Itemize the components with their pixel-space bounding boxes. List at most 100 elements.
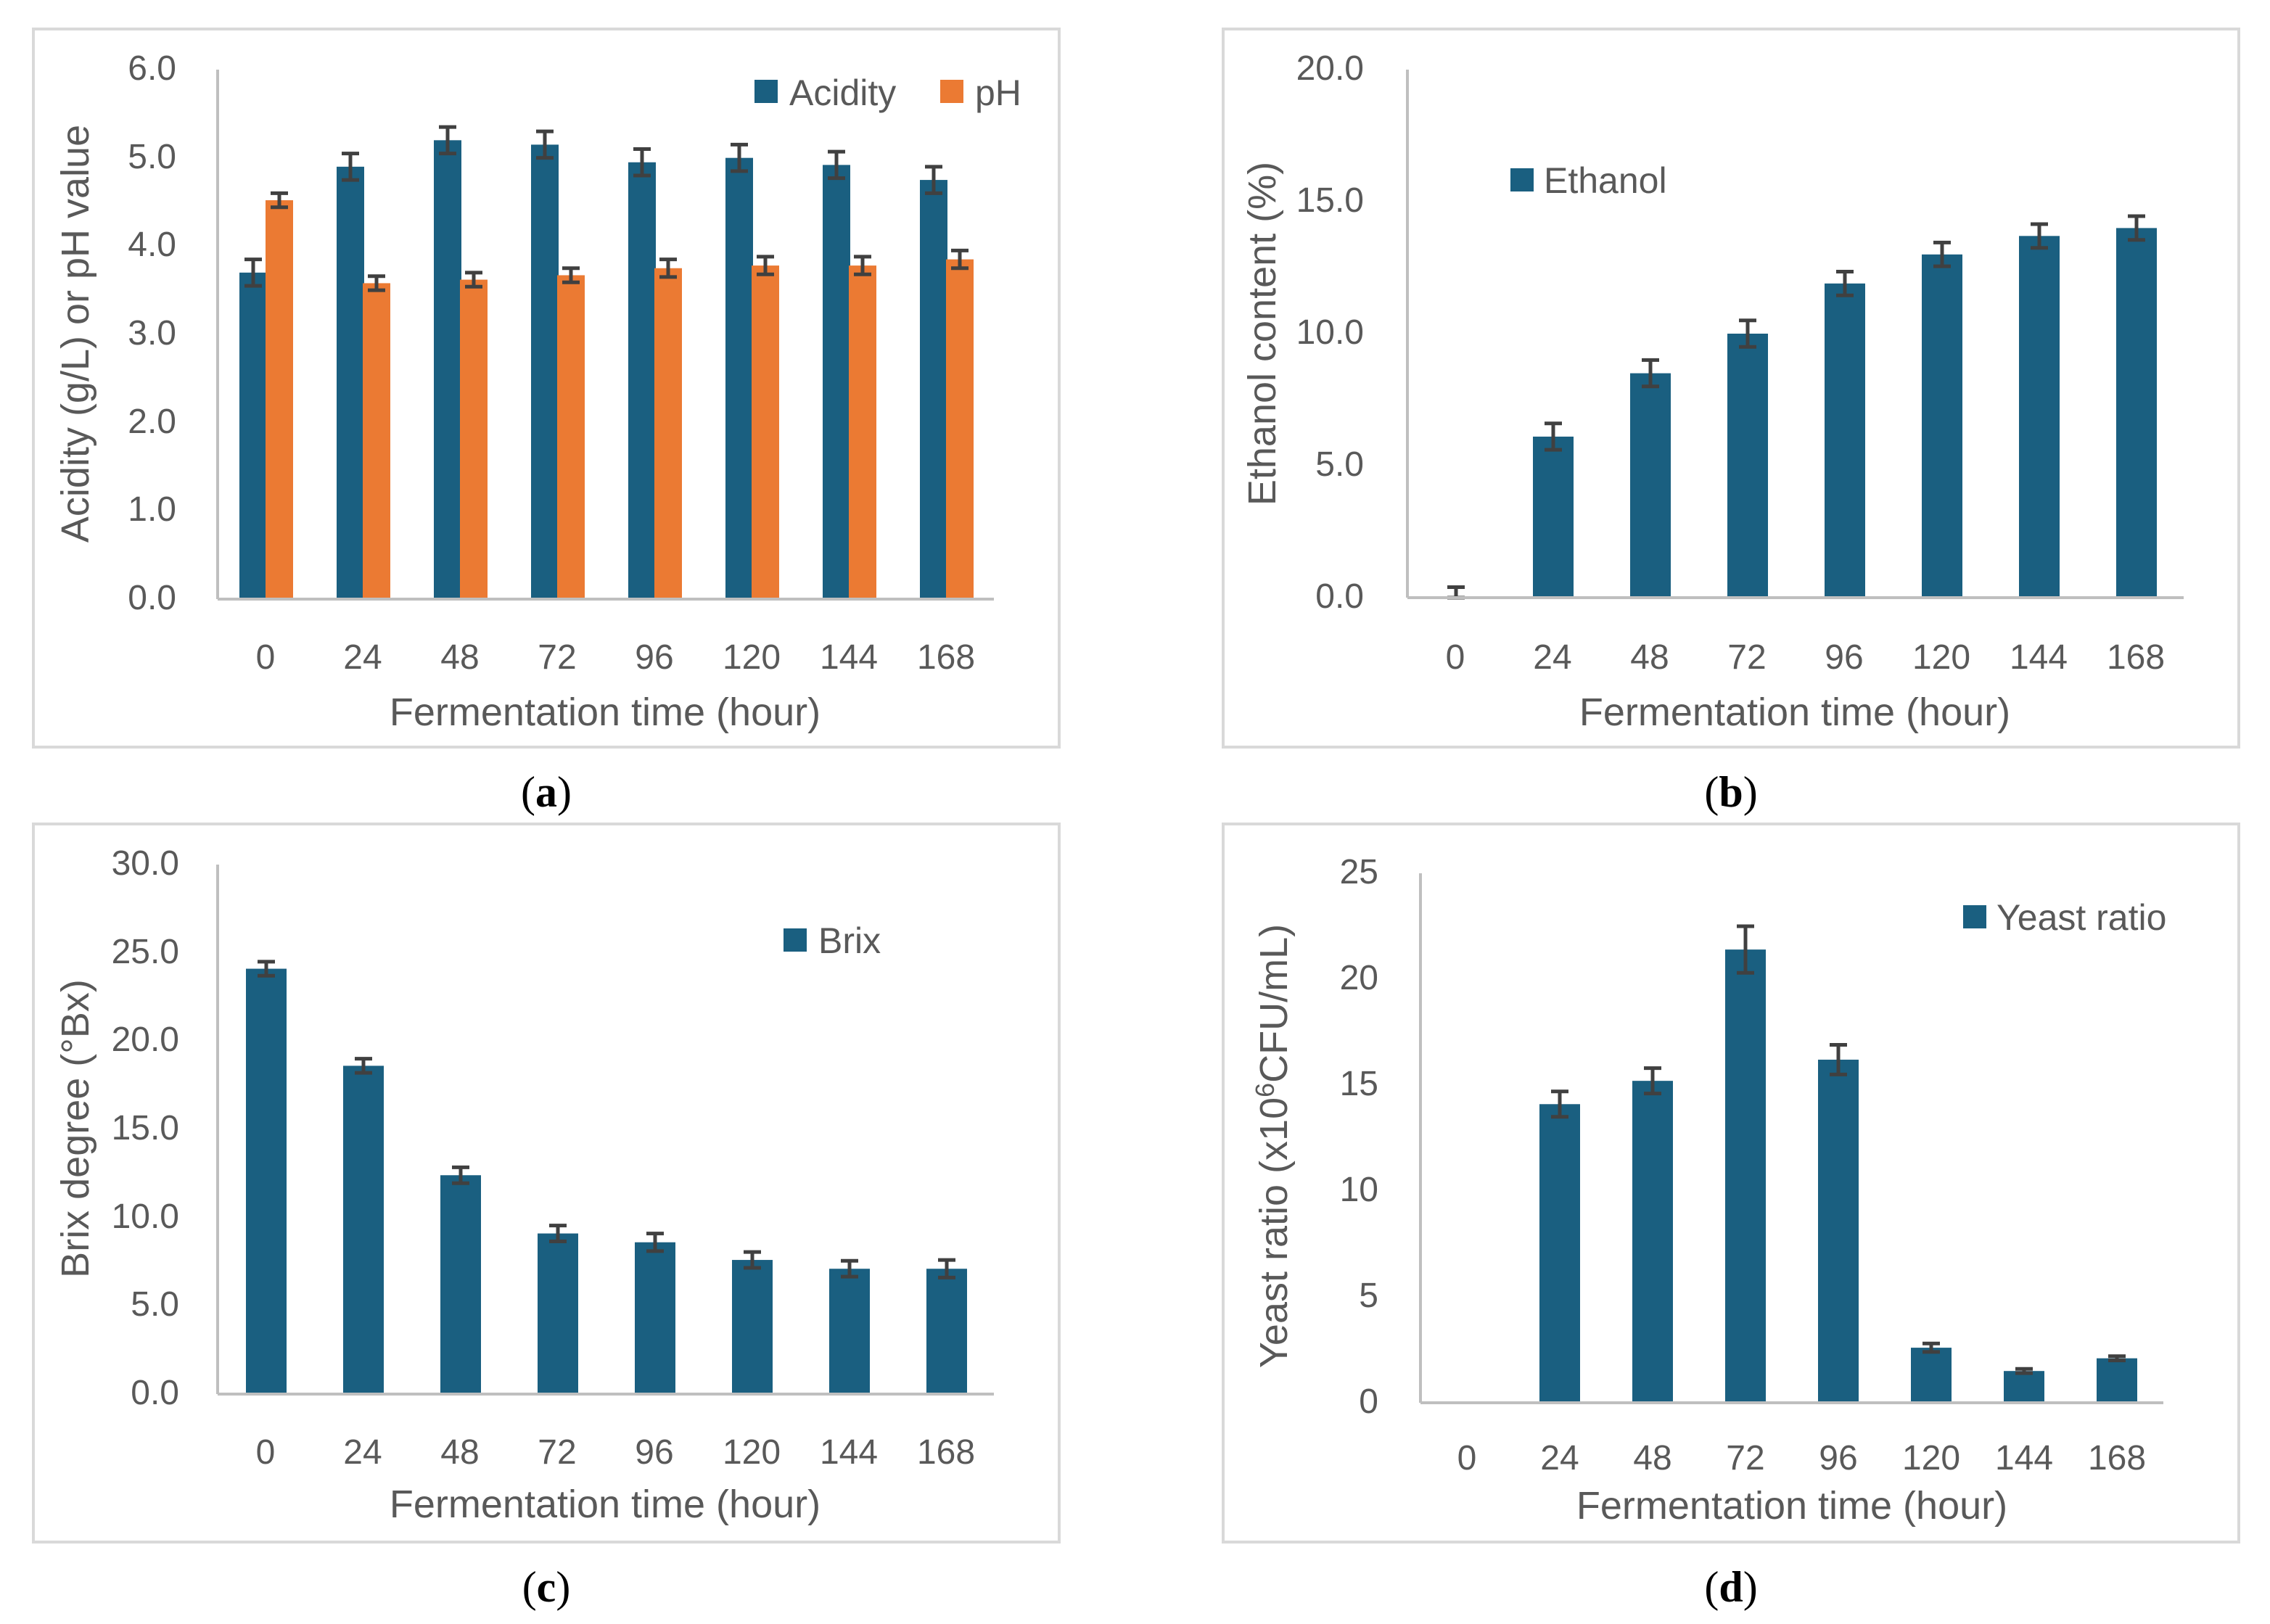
panel-b-bar-ethanol: [1630, 373, 1671, 598]
panel-c-error-bar: [646, 1232, 664, 1253]
panel-c-error-bar: [938, 1258, 955, 1279]
panel-d-xticks: 0 24 48 72 96 120 144 168: [1457, 1439, 2146, 1477]
panel-d-legend: Yeast ratio: [1963, 897, 2166, 938]
panel-d-bar-yeast-ratio: [2097, 1358, 2137, 1403]
panel-b-bar-ethanol: [2116, 228, 2157, 598]
panel-b-xtick: 72: [1727, 638, 1766, 677]
panel-d-bar-yeast-ratio: [1911, 1348, 1952, 1403]
panel-a-bar-ph: [654, 268, 682, 599]
panel-b-plot: [1406, 70, 2184, 600]
panel-b-xtick: 96: [1825, 638, 1863, 677]
legend-label-ethanol: Ethanol: [1544, 160, 1667, 201]
panel-c-xtick: 48: [440, 1433, 479, 1472]
panel-a-error-bar: [244, 257, 262, 288]
panel-a-xtick: 72: [538, 638, 576, 677]
panel-a-error-bar: [368, 274, 385, 292]
panel-a-error-bar: [536, 129, 554, 160]
panel-a-bar-acidity: [725, 157, 753, 599]
panel-b-ylabel: Ethanol content (%): [1241, 162, 1284, 506]
panel-a-xtick: 0: [256, 638, 276, 677]
panel-c-ytick: 20.0: [112, 1021, 179, 1059]
legend-label-ph: pH: [975, 73, 1021, 113]
panel-a-bar-acidity: [628, 162, 656, 599]
panel-d-bar-yeast-ratio: [1818, 1059, 1859, 1403]
panel-a-bar-acidity: [434, 140, 461, 600]
legend-swatch-yeast: [1963, 905, 1986, 928]
panel-a-error-bar: [342, 152, 359, 182]
panel-a-bar-ph: [849, 265, 876, 599]
panel-a-ylabel: Acidity (g/L) or pH value: [54, 125, 97, 543]
panel-a-xtick: 24: [343, 638, 382, 677]
panel-a-error-bar: [633, 147, 651, 178]
panel-d-plot: [1419, 873, 2163, 1404]
panel-b-xtick: 24: [1533, 638, 1571, 677]
panel-a-caption: (a): [521, 768, 572, 816]
panel-b-ytick: 5.0: [1315, 445, 1364, 484]
panel-d-error-bar: [1737, 924, 1754, 975]
panel-a-bar-acidity: [920, 180, 947, 600]
panel-b-error-bar: [1933, 240, 1951, 268]
panel-d-xtick: 96: [1819, 1439, 1857, 1477]
panel-c-xtick: 96: [635, 1433, 673, 1472]
panel-a-plot: [216, 70, 994, 601]
panel-d-xtick: 0: [1457, 1439, 1477, 1477]
panel-a-ytick: 1.0: [128, 490, 176, 529]
panel-b-ytick: 10.0: [1296, 313, 1364, 352]
panel-c-bar-brix: [926, 1269, 967, 1394]
legend-swatch-brix: [784, 928, 807, 952]
panel-a-bar-ph: [363, 283, 390, 599]
panel-b-xtick: 144: [2010, 638, 2068, 677]
panel-c-error-bar: [355, 1057, 372, 1075]
panel-d-ytick: 10: [1340, 1171, 1378, 1209]
panel-b-bar-ethanol: [1533, 436, 1574, 598]
panel-c-bar-brix: [829, 1269, 870, 1394]
panel-c-ytick: 30.0: [112, 844, 179, 883]
panel-c-legend: Brix: [784, 920, 881, 961]
panel-c-yticks: 0.0 5.0 10.0 15.0 20.0 25.0 30.0: [112, 844, 179, 1412]
panel-a-bar-acidity: [239, 272, 267, 599]
panel-a-xtick: 96: [635, 638, 673, 677]
panel-c-ylabel: Brix degree (°Bx): [54, 979, 97, 1278]
panel-c-bar-brix: [732, 1260, 773, 1394]
panel-a-bar-ph: [752, 265, 779, 599]
panel-c-error-bar: [258, 960, 275, 978]
panel-c-bar-brix: [538, 1233, 578, 1394]
panel-a-error-bar: [757, 255, 774, 276]
panel-a-ytick: 6.0: [128, 49, 176, 88]
panel-c-error-bar: [452, 1165, 469, 1185]
panel-a-error-bar: [659, 257, 677, 279]
legend-swatch-ethanol: [1510, 168, 1534, 191]
panel-b-error-bar: [1739, 318, 1756, 349]
panel-d-ytick: 25: [1340, 853, 1378, 891]
panel-a-error-bar: [271, 191, 288, 210]
panel-b-xtick: 48: [1630, 638, 1669, 677]
panel-a: 0.0 1.0 2.0 3.0 4.0 5.0 6.0 0 24 48 72 9…: [32, 28, 1061, 816]
panel-b-ytick: 15.0: [1296, 181, 1364, 220]
panel-a-xlabel: Fermentation time (hour): [390, 691, 821, 734]
panel-a-error-bar: [925, 165, 942, 195]
panel-c-bar-brix: [246, 968, 287, 1394]
legend-swatch-ph: [940, 80, 963, 103]
panel-b-error-bar: [2128, 214, 2145, 242]
panel-a-xtick: 168: [917, 638, 975, 677]
panel-d-xtick: 168: [2088, 1439, 2146, 1477]
panel-a-ytick: 0.0: [128, 579, 176, 617]
panel-c-xtick: 72: [538, 1433, 576, 1472]
panel-b-xticks: 0 24 48 72 96 120 144 168: [1446, 638, 2165, 677]
panel-b-caption: (b): [1704, 768, 1757, 816]
panel-a-ytick: 4.0: [128, 226, 176, 264]
panel-d-yticks: 0 5 10 15 20 25: [1340, 853, 1378, 1421]
panel-d-xtick: 144: [1995, 1439, 2053, 1477]
panel-d-xtick: 24: [1540, 1439, 1579, 1477]
panel-b-bar-ethanol: [1825, 283, 1865, 598]
panel-d-ytick: 20: [1340, 959, 1378, 997]
panel-d-xtick: 72: [1726, 1439, 1764, 1477]
panel-c-error-bar: [744, 1250, 761, 1270]
panel-d-caption: (d): [1704, 1563, 1757, 1611]
panel-a-error-bar: [562, 266, 580, 284]
panel-a-bar-acidity: [531, 144, 559, 599]
panel-d-ytick: 15: [1340, 1065, 1378, 1103]
panel-a-xtick: 48: [440, 638, 479, 677]
panel-a-bar-ph: [557, 275, 585, 599]
panel-c-xtick: 168: [917, 1433, 975, 1472]
